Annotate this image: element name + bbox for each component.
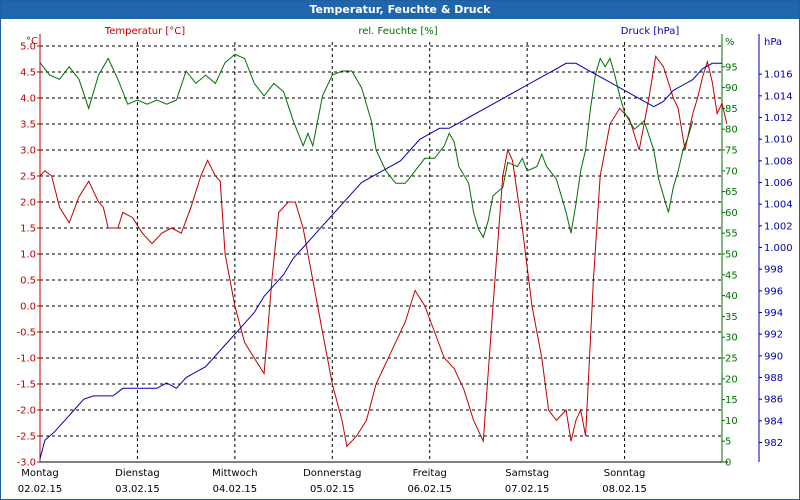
humidity-tick-label: 15 (725, 395, 738, 406)
series-lines (39, 53, 728, 459)
humidity-tick-label: 70 (725, 166, 738, 177)
pressure-tick-label: 986 (764, 395, 783, 406)
humidity-tick-label: 55 (725, 229, 738, 240)
x-day-label: Donnerstag (303, 468, 361, 479)
pressure-tick-label: 1.010 (764, 135, 793, 146)
pressure-legend: Druck [hPa] (621, 26, 680, 37)
temperature-tick-label: -1.0 (16, 354, 36, 365)
pressure-tick-label: 1.012 (764, 113, 793, 124)
pressure-tick-label: 998 (764, 265, 783, 276)
humidity-tick-label: 50 (725, 250, 738, 261)
humidity-line (39, 53, 694, 239)
axes (37, 34, 762, 463)
pressure-tick-label: 996 (764, 286, 783, 297)
x-day-label: Mittwoch (212, 468, 257, 479)
pressure-tick-label: 1.014 (764, 91, 793, 102)
x-date-label: 06.02.15 (407, 484, 452, 495)
pressure-unit-label: hPa (764, 37, 782, 48)
pressure-tick-label: 1.008 (764, 156, 793, 167)
x-day-label: Samstag (505, 468, 549, 479)
temperature-tick-label: -3.0 (16, 458, 36, 469)
temperature-tick-label: -0.5 (16, 328, 36, 339)
x-day-label: Montag (21, 468, 58, 479)
pressure-tick-label: 1.006 (764, 178, 793, 189)
humidity-unit-label: % (725, 37, 735, 48)
humidity-tick-label: 75 (725, 146, 738, 157)
temperature-tick-label: 2.0 (20, 198, 36, 209)
humidity-tick-label: 90 (725, 83, 738, 94)
temperature-unit-label: °C (26, 36, 38, 47)
temperature-tick-label: -2.0 (16, 406, 36, 417)
pressure-tick-label: 1.002 (764, 221, 793, 232)
humidity-tick-label: 25 (725, 354, 738, 365)
pressure-tick-label: 992 (764, 330, 783, 341)
pressure-tick-label: 994 (764, 308, 783, 319)
pressure-tick-label: 1.004 (764, 200, 793, 211)
temperature-tick-label: -1.5 (16, 380, 36, 391)
temperature-line (39, 55, 728, 448)
x-date-label: 08.02.15 (602, 484, 647, 495)
x-day-label: Dienstag (115, 468, 160, 479)
x-day-label: Freitag (413, 468, 447, 479)
humidity-tick-label: 0 (725, 458, 731, 469)
x-date-label: 03.02.15 (115, 484, 160, 495)
humidity-legend: rel. Feuchte [%] (358, 26, 437, 37)
humidity-tick-label: 95 (725, 62, 738, 73)
temperature-tick-label: 1.0 (20, 250, 36, 261)
chart-title: Temperatur, Feuchte & Druck (1, 1, 799, 19)
x-day-label: Sonntag (604, 468, 646, 479)
temperature-tick-label: 0.5 (20, 276, 36, 287)
humidity-tick-label: 5 (725, 437, 731, 448)
humidity-tick-label: 65 (725, 187, 738, 198)
x-date-label: 07.02.15 (505, 484, 550, 495)
humidity-tick-label: 10 (725, 416, 738, 427)
axis-labels: 5.0 4.5 4.0 3.5 3.0 2.5 2.0 1.5 1.0 0.5 0.0 -0.5 -1.… (16, 26, 792, 495)
humidity-tick-label: 20 (725, 374, 738, 385)
humidity-tick-label: 40 (725, 291, 738, 302)
temperature-tick-label: -2.5 (16, 432, 36, 443)
humidity-tick-label: 35 (725, 312, 738, 323)
humidity-tick-label: 45 (725, 270, 738, 281)
pressure-tick-label: 982 (764, 438, 783, 449)
pressure-tick-label: 988 (764, 373, 783, 384)
x-date-label: 04.02.15 (213, 484, 258, 495)
grid (39, 42, 723, 463)
pressure-tick-label: 1.016 (764, 70, 793, 81)
temperature-legend: Temperatur [°C] (104, 26, 185, 37)
temperature-tick-label: 3.0 (20, 146, 36, 157)
temperature-tick-label: 4.0 (20, 94, 36, 105)
temperature-tick-label: 1.5 (20, 224, 36, 235)
temperature-tick-label: 4.5 (20, 68, 36, 79)
temperature-tick-label: 3.5 (20, 120, 36, 131)
temperature-tick-label: 5.0 (20, 42, 36, 53)
pressure-tick-label: 990 (764, 351, 783, 362)
temperature-tick-label: 0.0 (20, 302, 36, 313)
temperature-tick-label: 2.5 (20, 172, 36, 183)
pressure-tick-label: 984 (764, 416, 783, 427)
x-date-label: 05.02.15 (310, 484, 355, 495)
humidity-tick-label: 85 (725, 104, 738, 115)
pressure-tick-label: 1.000 (764, 243, 793, 254)
humidity-tick-label: 30 (725, 333, 738, 344)
pressure-line (39, 62, 722, 459)
humidity-tick-label: 80 (725, 125, 738, 136)
x-date-label: 02.02.15 (18, 484, 63, 495)
humidity-tick-label: 60 (725, 208, 738, 219)
